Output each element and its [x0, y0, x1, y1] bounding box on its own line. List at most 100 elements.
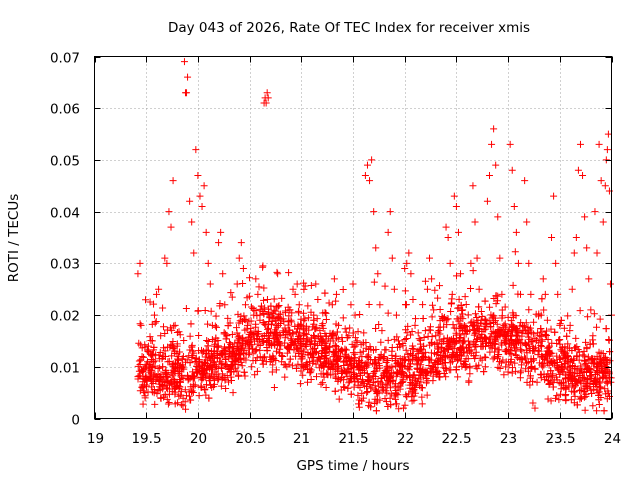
data-point	[312, 280, 320, 288]
data-point	[472, 352, 480, 360]
data-point	[374, 270, 382, 278]
data-point	[558, 379, 566, 387]
data-point	[363, 382, 371, 390]
data-point	[544, 395, 552, 403]
data-point	[359, 339, 367, 347]
data-point	[585, 365, 593, 373]
data-point	[500, 371, 508, 379]
data-point	[368, 156, 376, 164]
data-point	[441, 359, 449, 367]
data-point	[527, 358, 535, 366]
data-point	[267, 329, 275, 337]
data-point	[487, 339, 495, 347]
data-point	[307, 349, 315, 357]
data-point	[408, 328, 416, 336]
data-point	[436, 373, 444, 381]
data-point	[436, 305, 444, 313]
data-point	[500, 321, 508, 329]
data-point	[597, 359, 605, 367]
data-point	[281, 334, 289, 342]
data-point	[505, 358, 513, 366]
data-point	[419, 315, 427, 323]
data-point	[242, 316, 250, 324]
data-point	[501, 338, 509, 346]
data-point	[313, 315, 321, 323]
data-point	[216, 302, 224, 310]
data-point	[398, 368, 406, 376]
data-point	[421, 277, 429, 285]
data-point	[526, 381, 534, 389]
data-point	[527, 364, 535, 371]
data-point	[582, 338, 590, 346]
data-point	[307, 281, 315, 289]
data-point	[577, 379, 585, 387]
data-point	[286, 355, 294, 363]
data-point	[175, 356, 183, 364]
data-point	[264, 310, 272, 318]
data-point	[277, 332, 285, 340]
data-point	[218, 360, 226, 368]
data-point	[462, 355, 470, 363]
data-point	[306, 358, 314, 366]
data-point	[341, 383, 349, 391]
data-point	[519, 321, 527, 329]
data-point	[354, 391, 362, 399]
data-point	[384, 364, 392, 372]
data-point	[252, 307, 260, 315]
data-point	[343, 372, 351, 380]
data-point	[275, 321, 283, 329]
data-point	[478, 313, 486, 321]
data-point	[286, 329, 294, 337]
data-point	[203, 337, 211, 345]
data-point	[381, 346, 389, 354]
data-point	[593, 407, 601, 415]
data-point	[442, 352, 450, 360]
chart-title: Day 043 of 2026, Rate Of TEC Index for r…	[168, 20, 530, 36]
data-point	[281, 339, 289, 347]
data-point	[360, 329, 368, 337]
data-point	[310, 311, 318, 319]
data-point	[141, 394, 149, 402]
data-point	[332, 334, 340, 342]
data-point	[595, 391, 603, 399]
data-point	[269, 309, 277, 317]
data-point	[318, 352, 326, 360]
x-tick-label: 19.5	[131, 431, 161, 447]
data-point	[406, 381, 414, 389]
data-point	[443, 321, 451, 329]
data-point	[232, 365, 240, 373]
data-point	[501, 320, 509, 328]
data-point	[350, 383, 358, 391]
data-point	[495, 350, 503, 358]
data-point	[415, 368, 423, 376]
data-point	[606, 348, 614, 356]
data-point	[205, 394, 213, 402]
data-point	[480, 368, 488, 376]
data-point	[237, 355, 245, 363]
data-point	[529, 399, 537, 407]
data-point	[322, 383, 330, 391]
y-tick-label: 0.07	[50, 51, 80, 67]
data-point	[409, 296, 417, 304]
data-point	[477, 308, 485, 316]
data-point	[596, 315, 604, 323]
data-point	[589, 332, 597, 340]
data-point	[465, 341, 473, 349]
data-point	[401, 356, 409, 364]
data-point	[467, 284, 475, 292]
data-point	[225, 343, 233, 351]
data-point	[399, 378, 407, 386]
data-point	[349, 280, 357, 288]
data-point	[289, 285, 297, 293]
data-point	[397, 363, 405, 371]
data-point	[150, 389, 158, 397]
data-point	[157, 332, 165, 340]
data-point	[603, 146, 611, 154]
data-point	[416, 336, 424, 344]
data-point	[537, 336, 545, 344]
data-point	[437, 343, 445, 351]
data-point	[164, 373, 172, 381]
data-point	[346, 357, 354, 365]
data-point	[263, 344, 271, 352]
data-point	[343, 334, 351, 342]
